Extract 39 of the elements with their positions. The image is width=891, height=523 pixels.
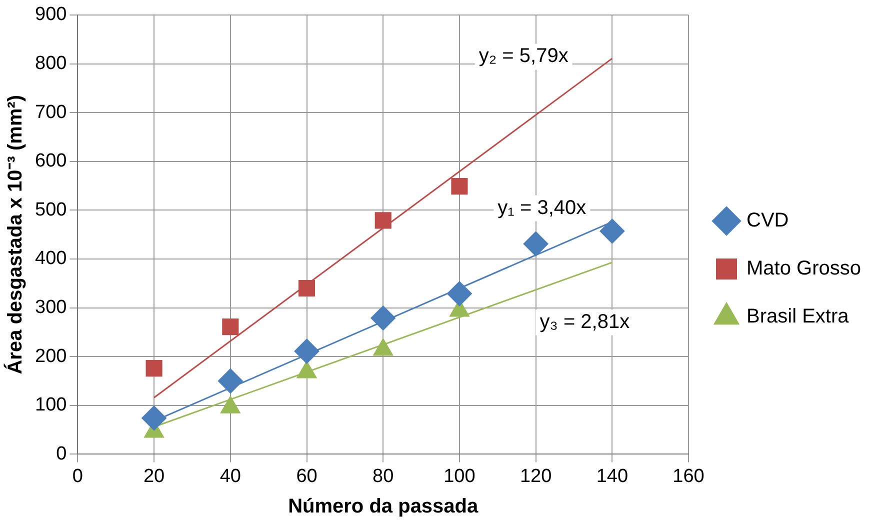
point [294, 338, 320, 364]
y-tick-label: 300 [35, 297, 67, 318]
annotation: y₁ = 3,40x [498, 196, 586, 219]
annotation: y₃ = 2,81x [540, 310, 630, 333]
x-tick-label: 60 [296, 466, 318, 487]
y-tick-label: 600 [35, 150, 67, 172]
point [374, 212, 392, 229]
point [451, 178, 468, 195]
y-tick-label: 100 [35, 394, 67, 416]
y-tick-label: 400 [35, 248, 67, 270]
x-tick-label: 40 [220, 466, 241, 487]
point [218, 368, 243, 394]
y-tick-label: 900 [35, 4, 67, 26]
point [142, 406, 167, 431]
x-tick-label: 0 [72, 466, 83, 487]
y-tick-label: 200 [35, 346, 67, 367]
annotation: y₂ = 5,79x [478, 45, 568, 68]
point [600, 218, 625, 244]
point [446, 281, 472, 306]
y-tick-label: 800 [35, 53, 67, 74]
point [370, 306, 396, 331]
point [523, 231, 548, 256]
point [146, 360, 162, 377]
x-tick-label: 20 [143, 466, 165, 487]
x-tick-label: 80 [372, 466, 394, 487]
y-tick-label: 700 [35, 102, 67, 123]
point [222, 318, 239, 336]
y-axis-title: Área desgastada x 10⁻³ (mm²) [4, 94, 27, 374]
x-tick-label: 140 [596, 466, 628, 487]
legend-label: CVD [746, 210, 789, 232]
x-tick-label: 100 [444, 466, 476, 487]
legend-label: Brasil Extra [746, 306, 850, 328]
x-tick-label: 120 [520, 466, 552, 487]
x-tick-label: 160 [672, 466, 704, 487]
y-tick-label: 0 [56, 443, 67, 464]
point [298, 280, 316, 297]
x-axis-title: Número da passada [288, 496, 480, 518]
legend-label: Mato Grosso [746, 258, 861, 280]
y-tick-label: 500 [35, 199, 67, 220]
